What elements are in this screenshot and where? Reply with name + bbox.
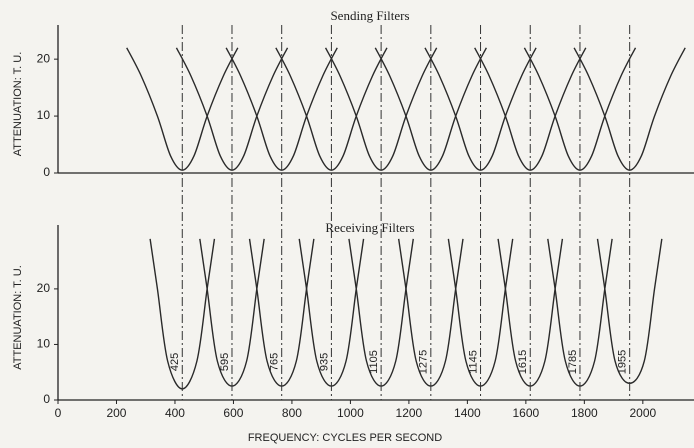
curve-label: 935 — [318, 353, 330, 371]
y-axis-label: ATTENUATION: T. U. — [12, 52, 24, 157]
curve-label: 1955 — [617, 350, 629, 374]
curve-label: 765 — [269, 353, 281, 371]
y-tick-label: 10 — [37, 337, 51, 351]
x-tick-label: 0 — [55, 406, 62, 420]
curve-label: 1615 — [517, 350, 529, 374]
y-tick-label: 10 — [37, 108, 51, 122]
filter-curve — [199, 238, 265, 387]
filter-curve — [573, 47, 686, 171]
x-tick-label: 800 — [282, 406, 302, 420]
filter-curve — [175, 47, 289, 171]
filter-curve — [497, 238, 564, 387]
curve-label: 425 — [169, 353, 181, 371]
x-tick-label: 1400 — [454, 406, 481, 420]
y-tick-label: 0 — [43, 392, 50, 406]
filter-curve — [348, 238, 414, 387]
y-tick-label: 20 — [37, 281, 51, 295]
x-tick-label: 1000 — [337, 406, 364, 420]
y-axis-label: ATTENUATION: T. U. — [12, 265, 24, 370]
filter-curve — [225, 47, 338, 171]
curve-label: 1785 — [567, 350, 579, 374]
filter-curve — [424, 47, 537, 171]
curve-label: 1105 — [368, 350, 380, 374]
filter-curve — [447, 238, 514, 387]
x-tick-label: 200 — [106, 406, 126, 420]
filter-curve — [324, 47, 438, 171]
chart-title: Sending Filters — [330, 8, 409, 23]
x-tick-label: 2000 — [629, 406, 656, 420]
y-tick-label: 20 — [37, 51, 51, 65]
filter-curve — [374, 47, 488, 171]
x-tick-label: 1200 — [396, 406, 423, 420]
y-tick-label: 0 — [43, 165, 50, 179]
filter-curve — [298, 238, 365, 387]
filter-curve — [248, 238, 315, 387]
curve-label: 595 — [219, 353, 231, 371]
filter-curve — [474, 47, 587, 171]
x-tick-label: 1800 — [571, 406, 598, 420]
filter-curve — [397, 238, 464, 387]
filter-curve — [275, 47, 388, 171]
filter-curve — [523, 47, 637, 171]
curve-label: 1145 — [467, 350, 479, 374]
x-tick-label: 1600 — [513, 406, 540, 420]
x-tick-label: 600 — [223, 406, 243, 420]
x-axis-label: FREQUENCY: CYCLES PER SECOND — [248, 432, 442, 444]
filter-curve — [547, 238, 613, 387]
chart-title: Receiving Filters — [325, 220, 414, 235]
curve-label: 1275 — [418, 350, 430, 374]
filter-curve — [126, 47, 239, 171]
x-tick-label: 400 — [165, 406, 185, 420]
